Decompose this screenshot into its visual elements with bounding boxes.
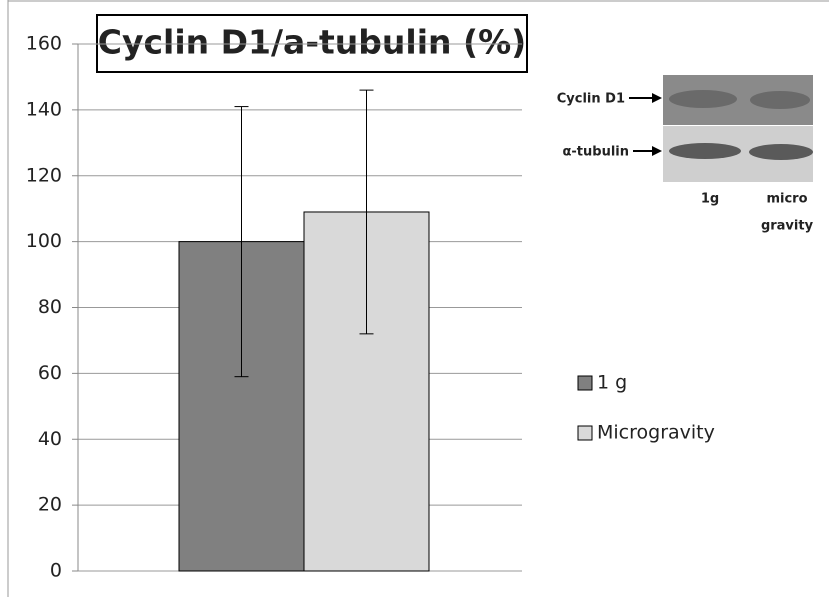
blot-lane-label: micro [766, 192, 807, 207]
page: {"chart_data": {"type": "bar", "title": … [0, 0, 829, 597]
legend-swatch [578, 426, 592, 440]
blot-row-label: Cyclin D1 [557, 92, 625, 107]
legend-label: 1 g [597, 372, 627, 394]
blot-band [750, 91, 810, 109]
chart-title: Cyclin D1/a-tubulin (%) [98, 23, 526, 62]
legend-swatch [578, 376, 592, 390]
y-tick-label: 40 [38, 428, 62, 450]
y-tick-label: 80 [38, 296, 62, 318]
arrow-head [652, 93, 662, 103]
arrow-head [652, 146, 662, 156]
y-tick-label: 100 [26, 230, 62, 252]
blot-lane-label: gravity [761, 219, 814, 234]
y-tick-label: 160 [26, 33, 62, 55]
y-tick-label: 20 [38, 494, 62, 516]
y-tick-label: 0 [50, 560, 62, 582]
blot-lane-label: 1g [701, 192, 719, 207]
y-tick-label: 140 [26, 98, 62, 120]
blot-band [669, 90, 737, 108]
blot-band [749, 144, 813, 160]
blot-band [669, 143, 741, 159]
y-tick-label: 60 [38, 362, 62, 384]
y-tick-label: 120 [26, 164, 62, 186]
legend-label: Microgravity [597, 422, 715, 444]
blot-inset [629, 75, 813, 182]
blot-row-label: α-tubulin [562, 145, 629, 160]
chart: Cyclin D1/a-tubulin (%) 0 20 40 60 80 100 120 1… [0, 0, 829, 597]
